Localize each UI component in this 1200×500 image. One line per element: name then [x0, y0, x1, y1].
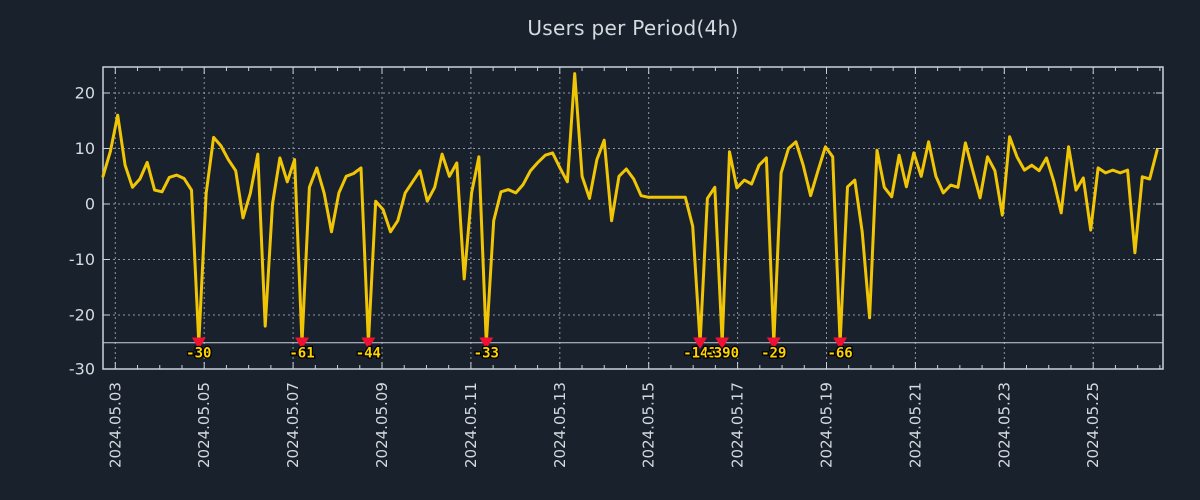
svg-text:-33: -33: [474, 346, 499, 362]
svg-text:2024.05.11: 2024.05.11: [462, 382, 480, 468]
svg-text:-29: -29: [761, 346, 786, 362]
svg-text:10: 10: [75, 139, 95, 158]
svg-text:0: 0: [85, 195, 95, 214]
svg-text:2024.05.17: 2024.05.17: [729, 382, 747, 468]
svg-text:20: 20: [75, 84, 95, 103]
chart-title: Users per Period(4h): [527, 16, 739, 40]
svg-text:2024.05.15: 2024.05.15: [640, 382, 658, 468]
svg-text:2024.05.23: 2024.05.23: [995, 382, 1013, 468]
svg-text:-30: -30: [186, 346, 211, 362]
svg-text:2024.05.21: 2024.05.21: [906, 382, 924, 468]
svg-text:-20: -20: [69, 306, 95, 325]
svg-text:-10: -10: [69, 250, 95, 269]
svg-text:-30: -30: [69, 360, 95, 379]
svg-text:2024.05.25: 2024.05.25: [1084, 382, 1102, 468]
svg-text:2024.05.19: 2024.05.19: [818, 382, 836, 468]
svg-text:-44: -44: [356, 346, 381, 362]
svg-text:-390: -390: [705, 346, 739, 362]
svg-text:2024.05.05: 2024.05.05: [195, 382, 213, 468]
svg-text:2024.05.13: 2024.05.13: [551, 382, 569, 468]
svg-text:-143: -143: [683, 346, 717, 362]
svg-text:-66: -66: [827, 346, 852, 362]
svg-text:2024.05.09: 2024.05.09: [373, 382, 391, 468]
svg-text:2024.05.03: 2024.05.03: [106, 382, 124, 468]
svg-text:2024.05.07: 2024.05.07: [284, 382, 302, 468]
svg-text:-61: -61: [289, 346, 314, 362]
